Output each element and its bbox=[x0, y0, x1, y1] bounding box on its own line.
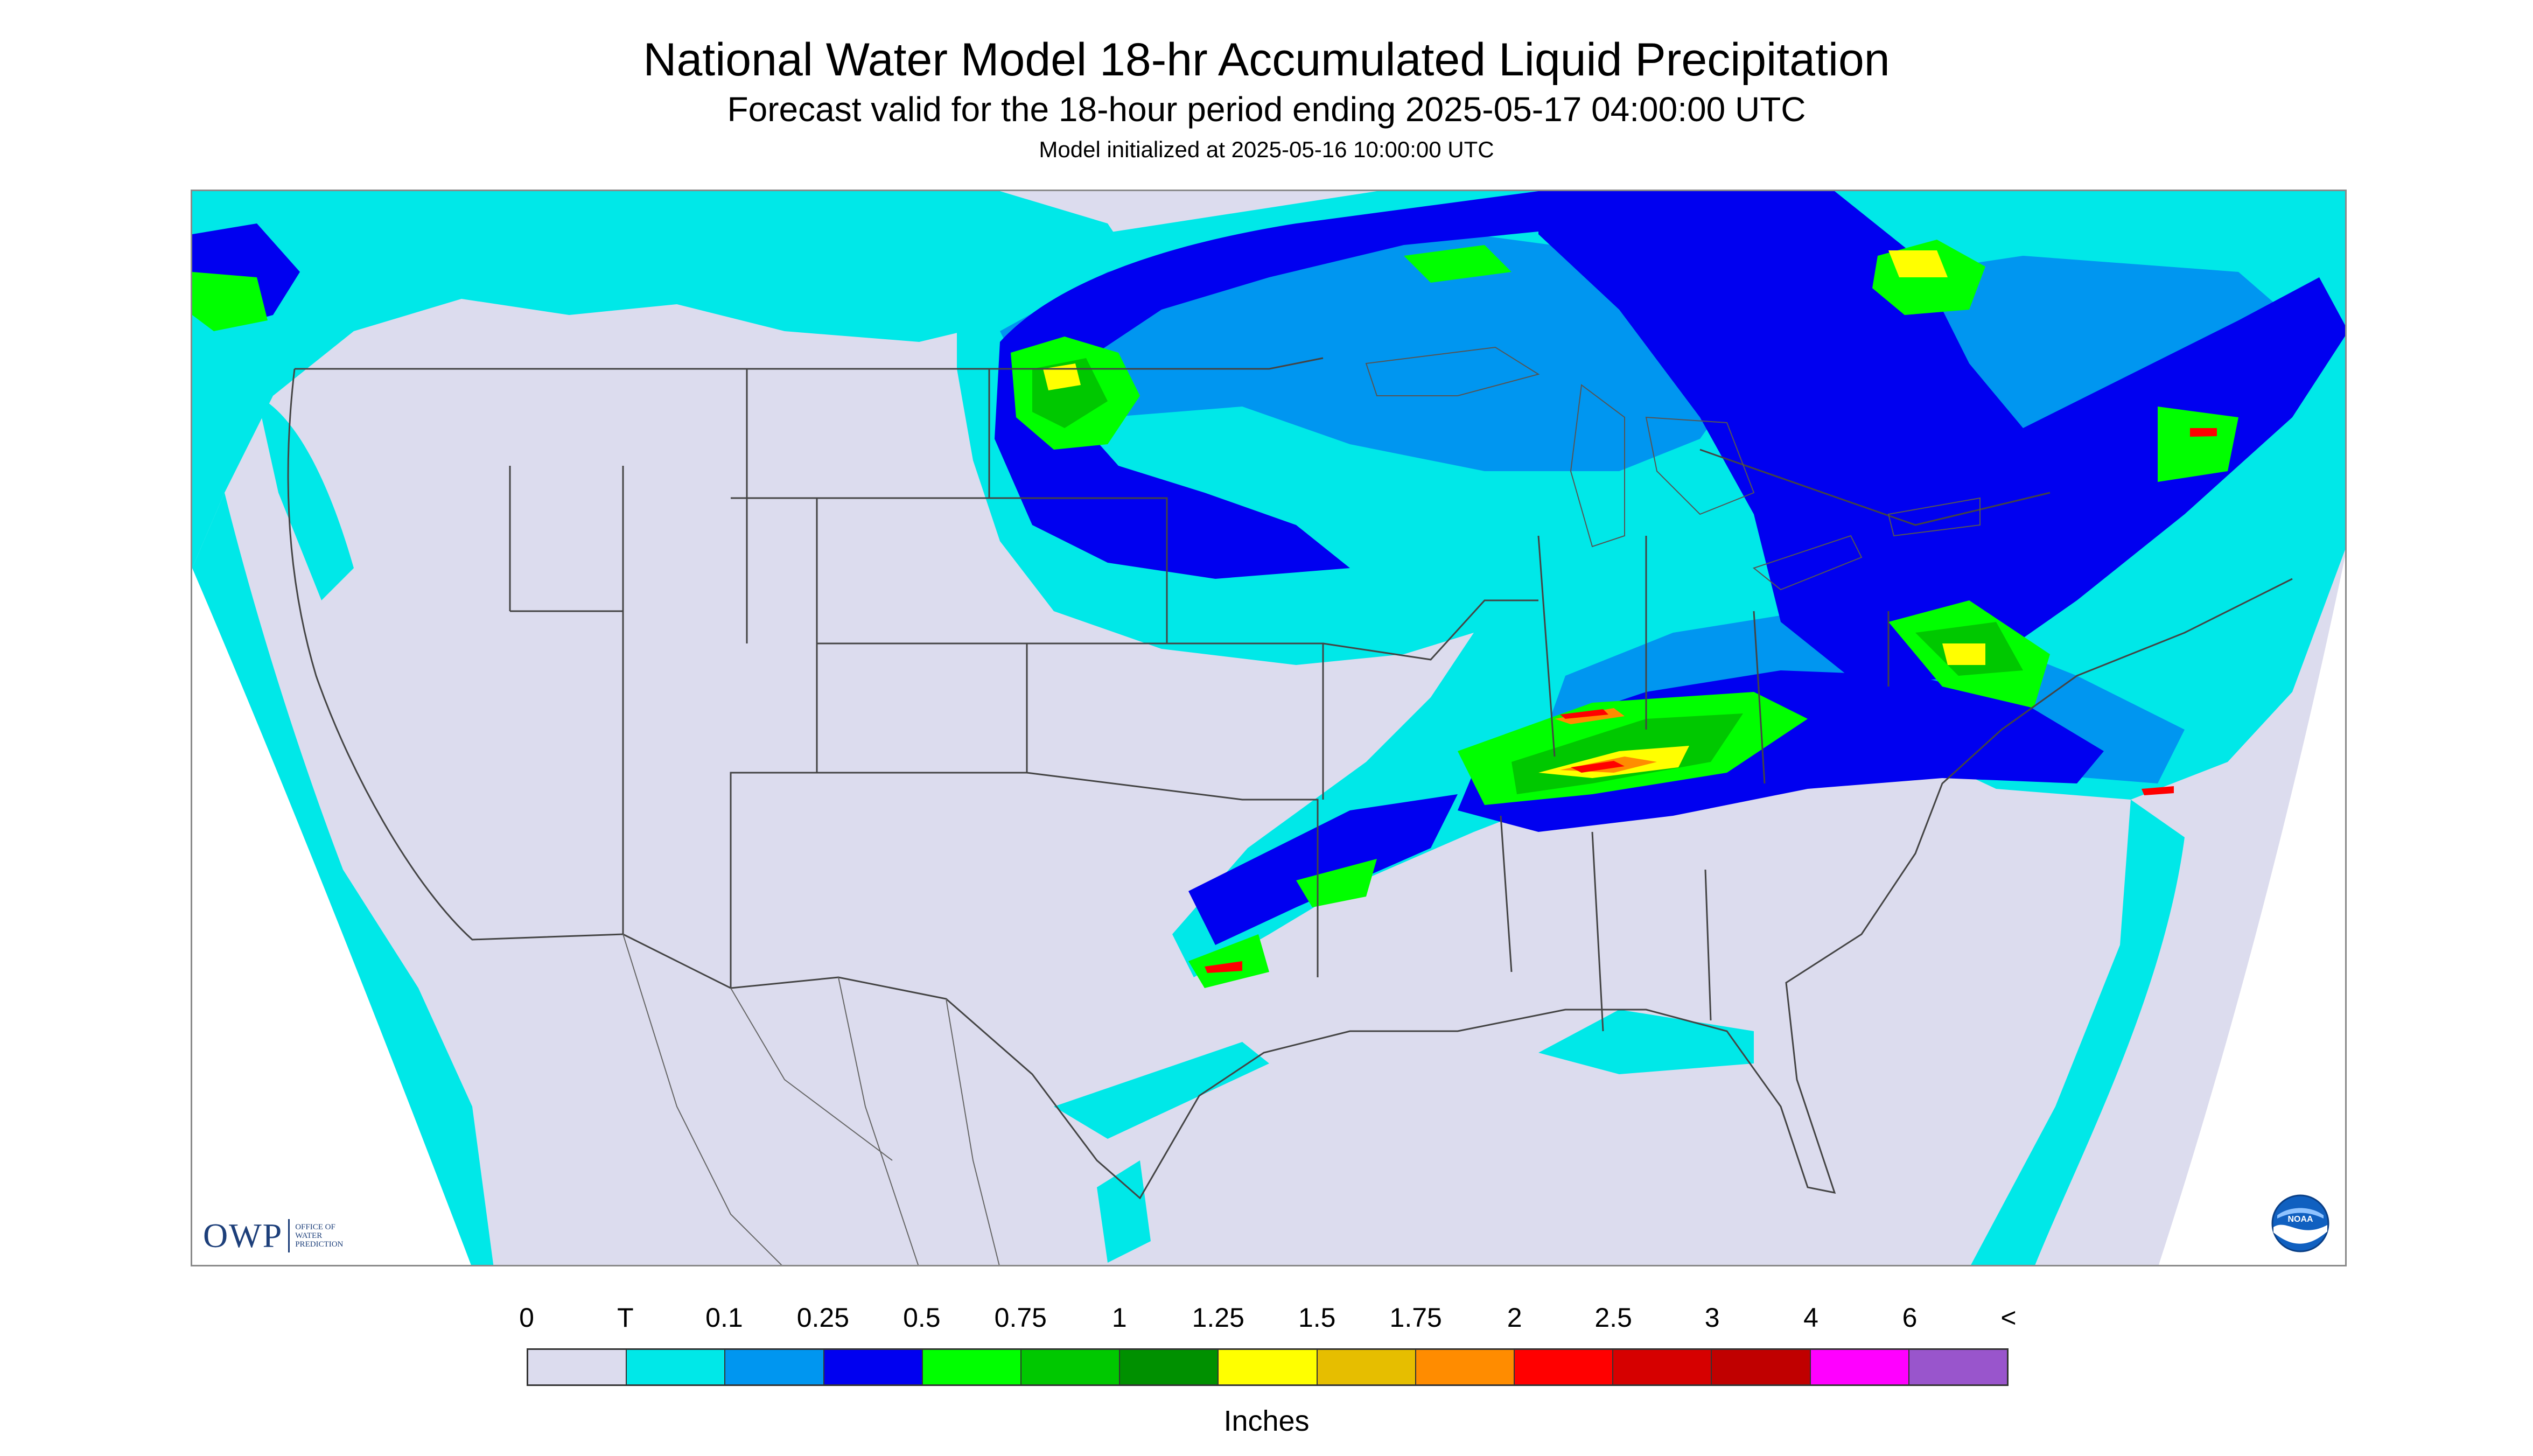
owp-logo-text: OWP bbox=[203, 1216, 283, 1255]
legend-units: Inches bbox=[1223, 1405, 1310, 1437]
legend-label: 0.75 bbox=[994, 1303, 1047, 1333]
map-canvas bbox=[192, 191, 2345, 1265]
precip-extreme-areas bbox=[1205, 428, 2217, 973]
legend-swatch bbox=[1219, 1350, 1318, 1384]
legend-swatch bbox=[1120, 1350, 1219, 1384]
legend-swatch bbox=[922, 1350, 1022, 1384]
legend-swatch bbox=[1416, 1350, 1515, 1384]
legend-label: 0.5 bbox=[903, 1303, 941, 1333]
legend-label: < bbox=[2000, 1303, 2017, 1333]
legend-swatch bbox=[1317, 1350, 1416, 1384]
legend-label: 1.25 bbox=[1192, 1303, 1244, 1333]
owp-logo: OWP OFFICE OF WATER PREDICTION bbox=[203, 1214, 343, 1257]
legend-label: 2 bbox=[1507, 1303, 1522, 1333]
legend-label: 0.25 bbox=[796, 1303, 850, 1333]
mexico-states bbox=[622, 934, 1000, 1265]
legend-label: 1.75 bbox=[1389, 1303, 1442, 1333]
noaa-logo: NOAA bbox=[2271, 1194, 2329, 1252]
owp-logo-divider bbox=[288, 1219, 290, 1252]
page-title: National Water Model 18-hr Accumulated L… bbox=[643, 34, 1890, 86]
legend-swatch bbox=[1712, 1350, 1811, 1384]
legend-swatch bbox=[1515, 1350, 1614, 1384]
owp-logo-subtext: OFFICE OF WATER PREDICTION bbox=[295, 1223, 344, 1249]
legend-label: 2.5 bbox=[1594, 1303, 1632, 1333]
legend-labels: 0 T 0.1 0.25 0.5 0.75 1 1.25 1.5 1.75 2 2.5 3 4 6 < bbox=[0, 1302, 2533, 1334]
legend-swatch bbox=[725, 1350, 824, 1384]
political-boundaries bbox=[287, 357, 2293, 1200]
page-subtitle: Forecast valid for the 18-hour period en… bbox=[727, 90, 1806, 129]
legend-swatch bbox=[627, 1350, 726, 1384]
legend-label: 1.5 bbox=[1298, 1303, 1336, 1333]
legend-label: 0 bbox=[519, 1303, 534, 1333]
legend-label: 0.1 bbox=[705, 1303, 743, 1333]
legend-label: 3 bbox=[1704, 1303, 1720, 1333]
legend-swatch bbox=[1613, 1350, 1712, 1384]
precipitation-map: OWP OFFICE OF WATER PREDICTION NOAA bbox=[191, 190, 2347, 1266]
legend-swatch bbox=[1810, 1350, 1909, 1384]
legend-swatch bbox=[528, 1350, 627, 1384]
model-init-time: Model initialized at 2025-05-16 10:00:00… bbox=[1039, 137, 1494, 162]
legend-swatch bbox=[1021, 1350, 1121, 1384]
legend-color-bar bbox=[527, 1348, 2009, 1386]
legend-label: 4 bbox=[1803, 1303, 1818, 1333]
noaa-logo-text: NOAA bbox=[2287, 1215, 2313, 1224]
great-lakes bbox=[1365, 346, 1981, 591]
legend-swatch bbox=[1909, 1350, 2007, 1384]
legend-label: T bbox=[617, 1303, 634, 1333]
legend-swatch bbox=[824, 1350, 923, 1384]
legend-label: 6 bbox=[1902, 1303, 1918, 1333]
legend-label: 1 bbox=[1111, 1303, 1127, 1333]
